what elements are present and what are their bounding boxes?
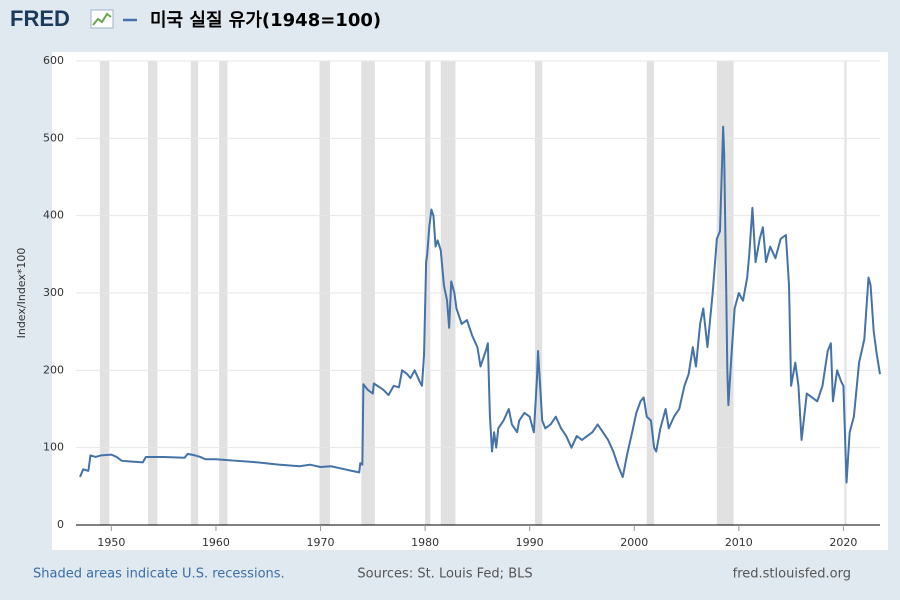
x-tick-label: 1970 xyxy=(307,536,335,549)
x-tick-label: 2020 xyxy=(829,536,857,549)
logo-icon xyxy=(90,9,114,29)
x-tick-label: 1980 xyxy=(411,536,439,549)
series-line xyxy=(79,125,881,484)
y-tick-label: 200 xyxy=(43,363,64,376)
chart-title: 미국 실질 유가(1948=100) xyxy=(150,10,381,31)
logo[interactable]: FRED xyxy=(10,6,70,31)
x-tick-label: 1960 xyxy=(202,536,230,549)
plot-background xyxy=(52,52,888,550)
footer-recessions[interactable]: Shaded areas indicate U.S. recessions. xyxy=(33,567,285,582)
y-tick-label: 500 xyxy=(43,131,64,144)
footer-url[interactable]: fred.stlouisfed.org xyxy=(733,567,851,582)
y-tick-label: 400 xyxy=(43,209,64,222)
x-tick-label: 2000 xyxy=(620,536,648,549)
x-tick-label: 1990 xyxy=(516,536,544,549)
y-tick-label: 300 xyxy=(43,286,64,299)
y-tick-label: 100 xyxy=(43,441,64,454)
y-axis-label: Index/Index*100 xyxy=(15,248,28,339)
x-tick-label: 1950 xyxy=(97,536,125,549)
y-tick-label: 0 xyxy=(57,518,64,531)
x-tick-label: 2010 xyxy=(725,536,753,549)
footer-sources: Sources: St. Louis Fed; BLS xyxy=(357,567,532,582)
y-tick-label: 600 xyxy=(43,54,64,67)
